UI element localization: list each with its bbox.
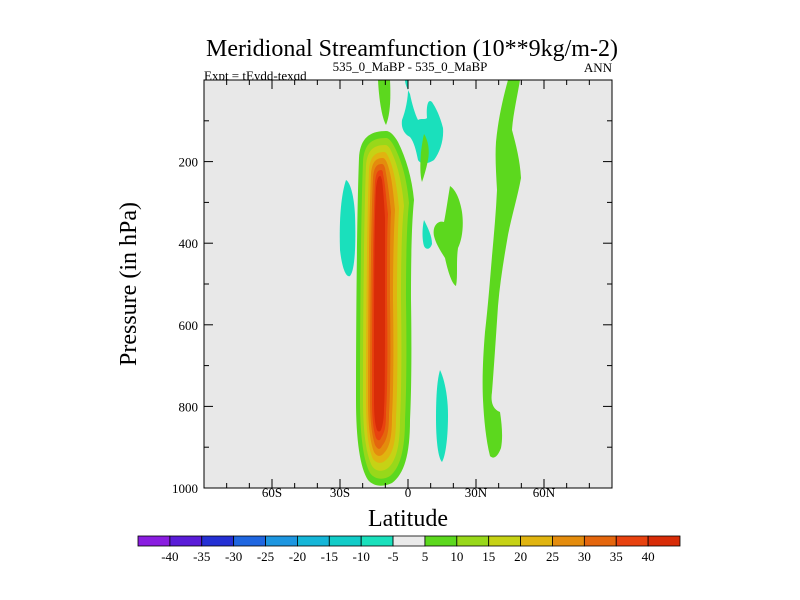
- contour-green-20n: [433, 186, 463, 286]
- chart-subtitle-left: Expt = tEydd-texqd: [204, 68, 307, 83]
- colorbar-label: -20: [289, 549, 306, 564]
- colorbar-label: -30: [225, 549, 242, 564]
- x-tick-labels: 60S 30S 0 30N 60N: [262, 485, 556, 500]
- colorbar-label: 40: [642, 549, 655, 564]
- colorbar-swatch: [169, 535, 203, 547]
- contour-green-40n: [482, 80, 521, 458]
- x-ticks: [226, 80, 590, 488]
- chart-subtitle-right: ANN: [584, 60, 613, 75]
- contour-teal-low-10n: [436, 370, 448, 462]
- y-axis-label: Pressure (in hPa): [116, 202, 142, 366]
- y-tick-label: 400: [179, 236, 199, 251]
- colorbar-swatch: [265, 535, 298, 547]
- contour-green-under-top: [420, 134, 429, 182]
- contour-teal-mid-10n: [422, 220, 432, 249]
- y-tick-label: 600: [179, 318, 199, 333]
- y-tick-label: 200: [179, 155, 199, 170]
- colorbar-swatch: [615, 535, 649, 547]
- x-tick-label: 30S: [330, 485, 350, 500]
- y-ticks: [204, 120, 612, 489]
- colorbar-swatch: [201, 535, 235, 547]
- contour-south-cell: [356, 131, 414, 486]
- colorbar-swatch: [583, 535, 617, 547]
- chart-subtitle-center: 535_0_MaBP - 535_0_MaBP: [333, 59, 488, 74]
- contour-green-top-0: [378, 80, 391, 125]
- y-tick-label: 1000: [172, 481, 198, 496]
- contour-teal-band-30s: [339, 180, 356, 277]
- colorbar-label: -40: [161, 549, 178, 564]
- colorbar-swatch: [488, 535, 521, 547]
- colorbar-swatch: [424, 535, 458, 547]
- colorbar-label: -15: [321, 549, 338, 564]
- colorbar-label: 5: [422, 549, 429, 564]
- colorbar-label: 20: [514, 549, 527, 564]
- colorbar-swatch: [520, 535, 553, 547]
- x-tick-label: 60N: [533, 485, 556, 500]
- colorbar: -40 -35 -30 -25 -20 -15 -10 -5 5 10 15 20 25 30 35 40: [137, 535, 681, 564]
- y-tick-label: 800: [179, 399, 199, 414]
- x-axis-label: Latitude: [368, 506, 448, 532]
- colorbar-label: -25: [257, 549, 274, 564]
- colorbar-swatch: [297, 535, 330, 547]
- contour-layer: [339, 80, 521, 486]
- colorbar-label: 35: [610, 549, 623, 564]
- colorbar-swatch: [137, 535, 171, 547]
- colorbar-label: 10: [450, 549, 463, 564]
- colorbar-swatch: [392, 535, 426, 547]
- colorbar-label: 30: [578, 549, 591, 564]
- chart-title: Meridional Streamfunction (10**9kg/m-2): [206, 36, 618, 62]
- contour-level-40: [374, 176, 385, 432]
- colorbar-swatch: [360, 535, 394, 547]
- colorbar-swatch: [456, 535, 490, 547]
- x-tick-label: 30N: [465, 485, 488, 500]
- colorbar-label: 25: [546, 549, 559, 564]
- x-tick-label: 0: [405, 485, 412, 500]
- colorbar-label: -5: [388, 549, 399, 564]
- colorbar-label: 15: [482, 549, 495, 564]
- colorbar-swatch: [647, 535, 681, 547]
- x-tick-label: 60S: [262, 485, 282, 500]
- contour-teal-top-0: [401, 80, 444, 164]
- colorbar-swatch: [233, 535, 266, 547]
- colorbar-swatch: [328, 535, 362, 547]
- colorbar-swatch: [552, 535, 585, 547]
- colorbar-label: -10: [353, 549, 370, 564]
- y-tick-labels: 200 400 600 800 1000: [172, 155, 198, 496]
- colorbar-label: -35: [193, 549, 210, 564]
